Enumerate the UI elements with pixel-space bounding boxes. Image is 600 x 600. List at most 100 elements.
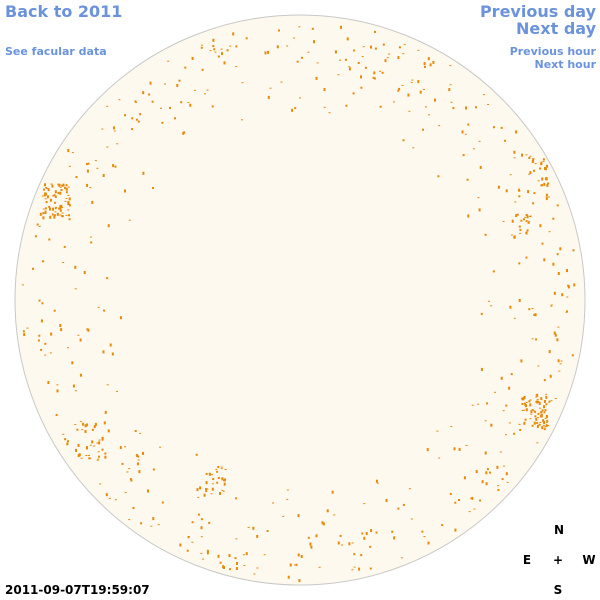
facular-link[interactable]: See facular data [5, 45, 107, 58]
facula [42, 260, 45, 263]
facula [313, 40, 315, 44]
facula [525, 154, 528, 156]
facula [391, 530, 394, 533]
facula [553, 291, 556, 295]
facula [545, 197, 548, 201]
facula [528, 308, 531, 311]
facula [505, 404, 508, 407]
facula [518, 299, 521, 302]
facula [220, 466, 223, 468]
back-link[interactable]: Back to 2011 [5, 2, 122, 21]
facula [518, 195, 521, 198]
next-day-link[interactable]: Next day [516, 19, 597, 38]
facula [245, 552, 248, 556]
facula [300, 555, 303, 558]
facula [544, 417, 547, 419]
facula [206, 89, 209, 91]
facula [542, 424, 545, 426]
previous-hour-link[interactable]: Previous hour [510, 45, 597, 58]
facula [137, 455, 140, 458]
facula [540, 184, 543, 187]
facula [235, 45, 238, 48]
next-hour-link[interactable]: Next hour [535, 58, 597, 71]
facula [114, 165, 117, 168]
facula [205, 481, 208, 485]
facula [205, 488, 208, 490]
facula [282, 515, 285, 517]
facula [504, 139, 507, 142]
facula [432, 60, 435, 64]
facula [397, 507, 400, 510]
facula [75, 176, 78, 178]
facula [53, 194, 56, 196]
facula [542, 158, 545, 161]
facula [152, 468, 155, 471]
facula [419, 90, 422, 94]
facula [65, 214, 68, 216]
facula [500, 376, 503, 380]
facula [147, 489, 149, 493]
facula [519, 232, 522, 234]
facula [537, 400, 540, 403]
facula [458, 447, 461, 451]
facula [200, 44, 203, 46]
facula [461, 130, 464, 134]
facula [62, 262, 65, 263]
facula [545, 422, 548, 424]
facula [54, 195, 57, 197]
facula [131, 128, 134, 131]
facula [326, 509, 329, 513]
facula [538, 401, 541, 405]
faculae [21, 25, 576, 583]
facula [513, 432, 516, 435]
facula [85, 446, 88, 450]
facula [560, 360, 563, 362]
facula [467, 214, 470, 218]
facula [513, 317, 516, 319]
facula [450, 101, 453, 103]
facula [550, 304, 553, 306]
facula [556, 204, 559, 207]
facula [241, 82, 244, 84]
facula [47, 381, 50, 384]
facula [191, 541, 194, 543]
facula [49, 207, 51, 211]
facula [74, 424, 77, 425]
facula [379, 70, 382, 72]
facula [54, 207, 57, 210]
facula [509, 174, 512, 176]
facula [184, 66, 187, 69]
facula [96, 459, 99, 461]
facula [316, 62, 319, 64]
facula [131, 117, 134, 120]
facula [515, 130, 518, 134]
facula [543, 426, 546, 428]
facula [139, 432, 142, 434]
facula [106, 277, 109, 280]
facula [211, 483, 214, 485]
previous-day-link[interactable]: Previous day [480, 2, 597, 21]
facula [128, 468, 131, 470]
facula [529, 399, 532, 401]
facula [267, 50, 270, 54]
facula [286, 489, 289, 491]
facula [543, 411, 546, 414]
facula [545, 424, 548, 428]
facula [34, 235, 37, 238]
facula [138, 470, 141, 474]
facula [539, 167, 542, 170]
facula [449, 84, 452, 86]
facula [401, 557, 404, 559]
facula [559, 247, 562, 251]
facula [541, 426, 544, 430]
facula [525, 402, 528, 403]
facula [531, 338, 534, 340]
facula [527, 221, 530, 224]
facula [528, 220, 531, 222]
facula [157, 524, 160, 526]
facula [417, 80, 420, 84]
facula [102, 350, 105, 354]
facula [240, 119, 243, 121]
facula [87, 162, 90, 165]
facula [454, 501, 457, 504]
